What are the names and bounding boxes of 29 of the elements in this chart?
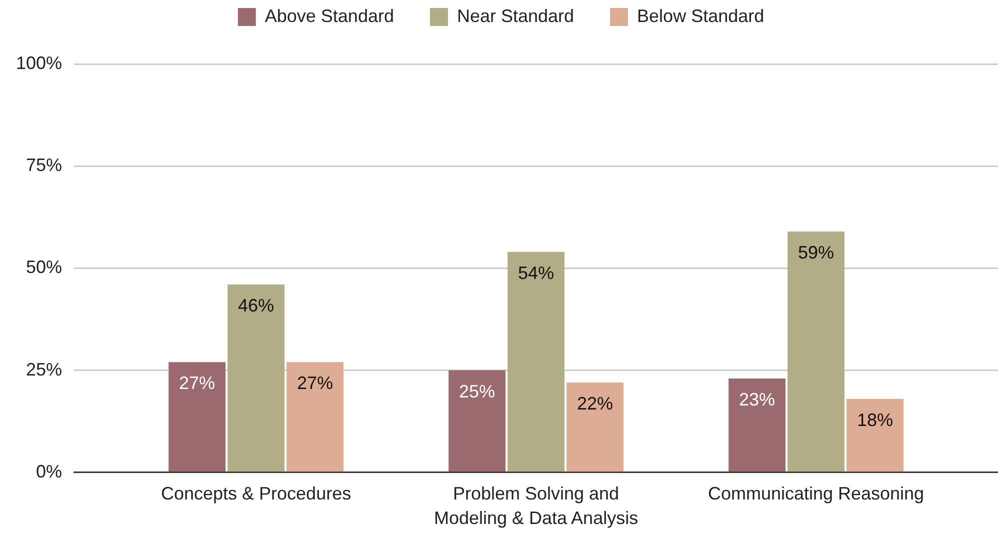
legend-label: Above Standard (264, 6, 394, 26)
data-label: 46% (238, 296, 274, 316)
bar (846, 398, 904, 472)
y-tick-label: 0% (36, 461, 62, 482)
data-label: 27% (179, 373, 216, 394)
data-label: 25% (459, 381, 496, 402)
data-label: 18% (856, 410, 894, 430)
bar (168, 362, 226, 472)
legend-label: Below Standard (637, 6, 764, 26)
data-label: 23% (739, 389, 776, 410)
x-tick-label: Concepts & Procedures (160, 484, 352, 504)
data-label: 22% (576, 394, 614, 414)
bar (228, 284, 284, 472)
data-label: 54% (518, 262, 554, 283)
bar (566, 382, 624, 472)
x-tick-label: Problem Solving and Modeling & Data Analysis (434, 484, 638, 528)
bar (286, 362, 344, 472)
bar (788, 231, 844, 472)
bar (448, 370, 506, 472)
y-tick-label: 50% (26, 257, 62, 278)
y-tick-label: 25% (26, 359, 62, 380)
y-tick-label: 75% (26, 155, 62, 176)
data-label: 27% (297, 373, 334, 394)
y-tick-label: 100% (16, 52, 62, 73)
x-tick-label: Communicating Reasoning (708, 484, 924, 504)
bar (728, 378, 786, 472)
data-label: 59% (798, 242, 834, 262)
legend-label: Near Standard (456, 6, 574, 26)
bar (508, 252, 564, 472)
